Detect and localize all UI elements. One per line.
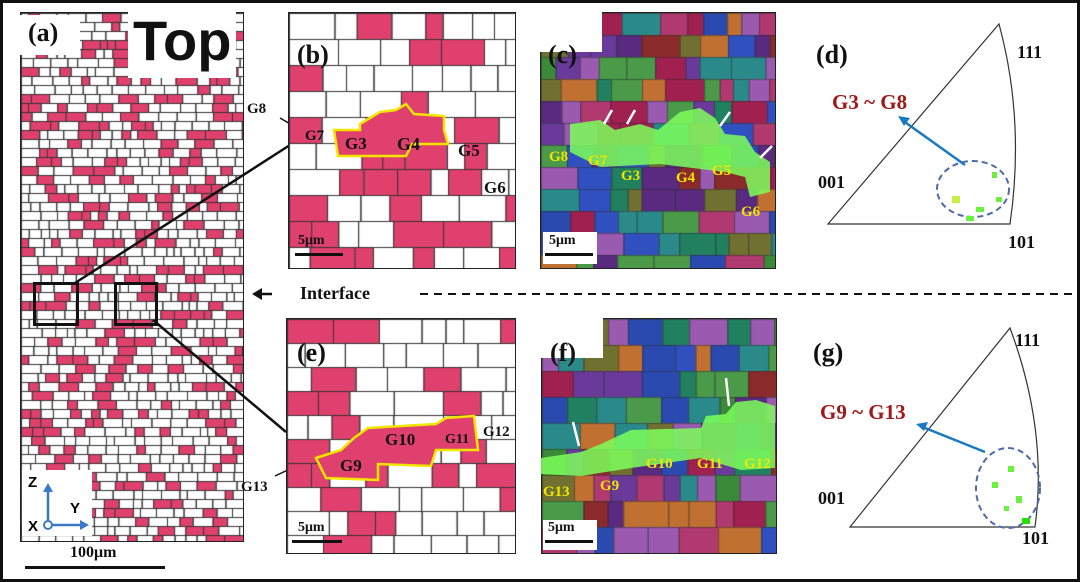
highlight-grains-c	[570, 108, 773, 197]
panel-label-e: (e)	[297, 338, 326, 367]
label-bg	[20, 15, 80, 55]
scale-label-f: 5μm	[548, 520, 575, 535]
grain-range-d: G3 ~ G8	[832, 90, 908, 114]
grain-label-e-g13: G13	[241, 479, 268, 495]
grain-label-f-g13: G13	[543, 484, 570, 500]
panel-label-a: (a)	[28, 18, 59, 47]
grain-label-c-g8: G8	[549, 149, 569, 165]
grain-label-e-g11: G11	[445, 432, 470, 447]
grain-label-c-g7: G7	[588, 153, 608, 169]
axis-y: Y	[70, 500, 81, 517]
axis-arrows-icon	[43, 483, 89, 530]
top-title: Top	[133, 9, 232, 72]
grain-label-f-g9: G9	[600, 478, 620, 494]
panel-label-b: (b)	[297, 40, 329, 69]
axis-z: Z	[28, 474, 38, 491]
grain-label-b-g5: G5	[458, 141, 480, 160]
label-bg	[541, 318, 603, 358]
grain-range-g: G9 ~ G13	[820, 400, 906, 424]
pole-101-g: 101	[1022, 528, 1049, 548]
pole-111-d: 111	[1017, 42, 1043, 62]
highlight-outline-e	[314, 414, 480, 482]
region-box-2	[114, 282, 158, 326]
scale-label-e: 5μm	[298, 520, 325, 535]
grain-label-b-g7: G7	[305, 128, 325, 144]
grain-label-b-g3: G3	[345, 134, 367, 153]
grain-label-f-g12: G12	[744, 456, 771, 472]
pole-101-d: 101	[1008, 232, 1035, 252]
label-bg	[540, 12, 602, 52]
highlight-grains-f	[541, 377, 775, 476]
grain-label-f-g10: G10	[646, 456, 673, 472]
scale-bar-c	[545, 253, 593, 256]
pole-111-g: 111	[1015, 330, 1041, 350]
pole-001-g: 001	[818, 488, 845, 508]
grain-label-e-g10: G10	[385, 430, 416, 449]
highlight-outline-b	[332, 102, 450, 158]
panel-label-c: (c)	[548, 40, 577, 69]
scale-label-b: 5μm	[298, 233, 325, 248]
scale-bar-b	[295, 253, 343, 256]
grain-label-e-g12: G12	[483, 424, 510, 440]
region-box-1	[33, 282, 79, 326]
scale-bar-f	[545, 540, 593, 543]
scale-label-a: 100μm	[70, 544, 117, 561]
grain-label-b-g4: G4	[397, 134, 421, 154]
panel-label-d: (d)	[816, 40, 848, 69]
scale-bar-a	[25, 566, 165, 569]
ipf-triangle-d	[826, 22, 1017, 225]
axis-x: X	[28, 518, 39, 535]
grain-label-b-g8: G8	[247, 101, 267, 117]
pole-001-d: 001	[818, 172, 845, 192]
grain-map-a	[20, 12, 244, 542]
scale-bg	[543, 232, 597, 264]
grain-label-b-g6: G6	[484, 178, 506, 197]
grain-label-c-g4: G4	[676, 170, 696, 186]
title-bg	[128, 10, 236, 78]
grain-label-c-g6: G6	[741, 204, 761, 220]
grain-label-f-g11: G11	[697, 456, 723, 472]
axis-inset: Z Y X	[22, 470, 92, 536]
grain-label-c-g5: G5	[712, 163, 732, 179]
panel-label-f: (f)	[550, 338, 576, 367]
ipf-triangle-g	[848, 326, 1041, 529]
interface-label: Interface	[300, 283, 370, 303]
scale-bg	[543, 520, 597, 550]
grain-label-c-g3: G3	[621, 168, 641, 184]
grain-label-e-g9: G9	[340, 456, 362, 475]
scale-bar-e	[292, 540, 342, 543]
panel-label-g: (g)	[813, 338, 844, 367]
scale-label-c: 5μm	[549, 233, 576, 248]
